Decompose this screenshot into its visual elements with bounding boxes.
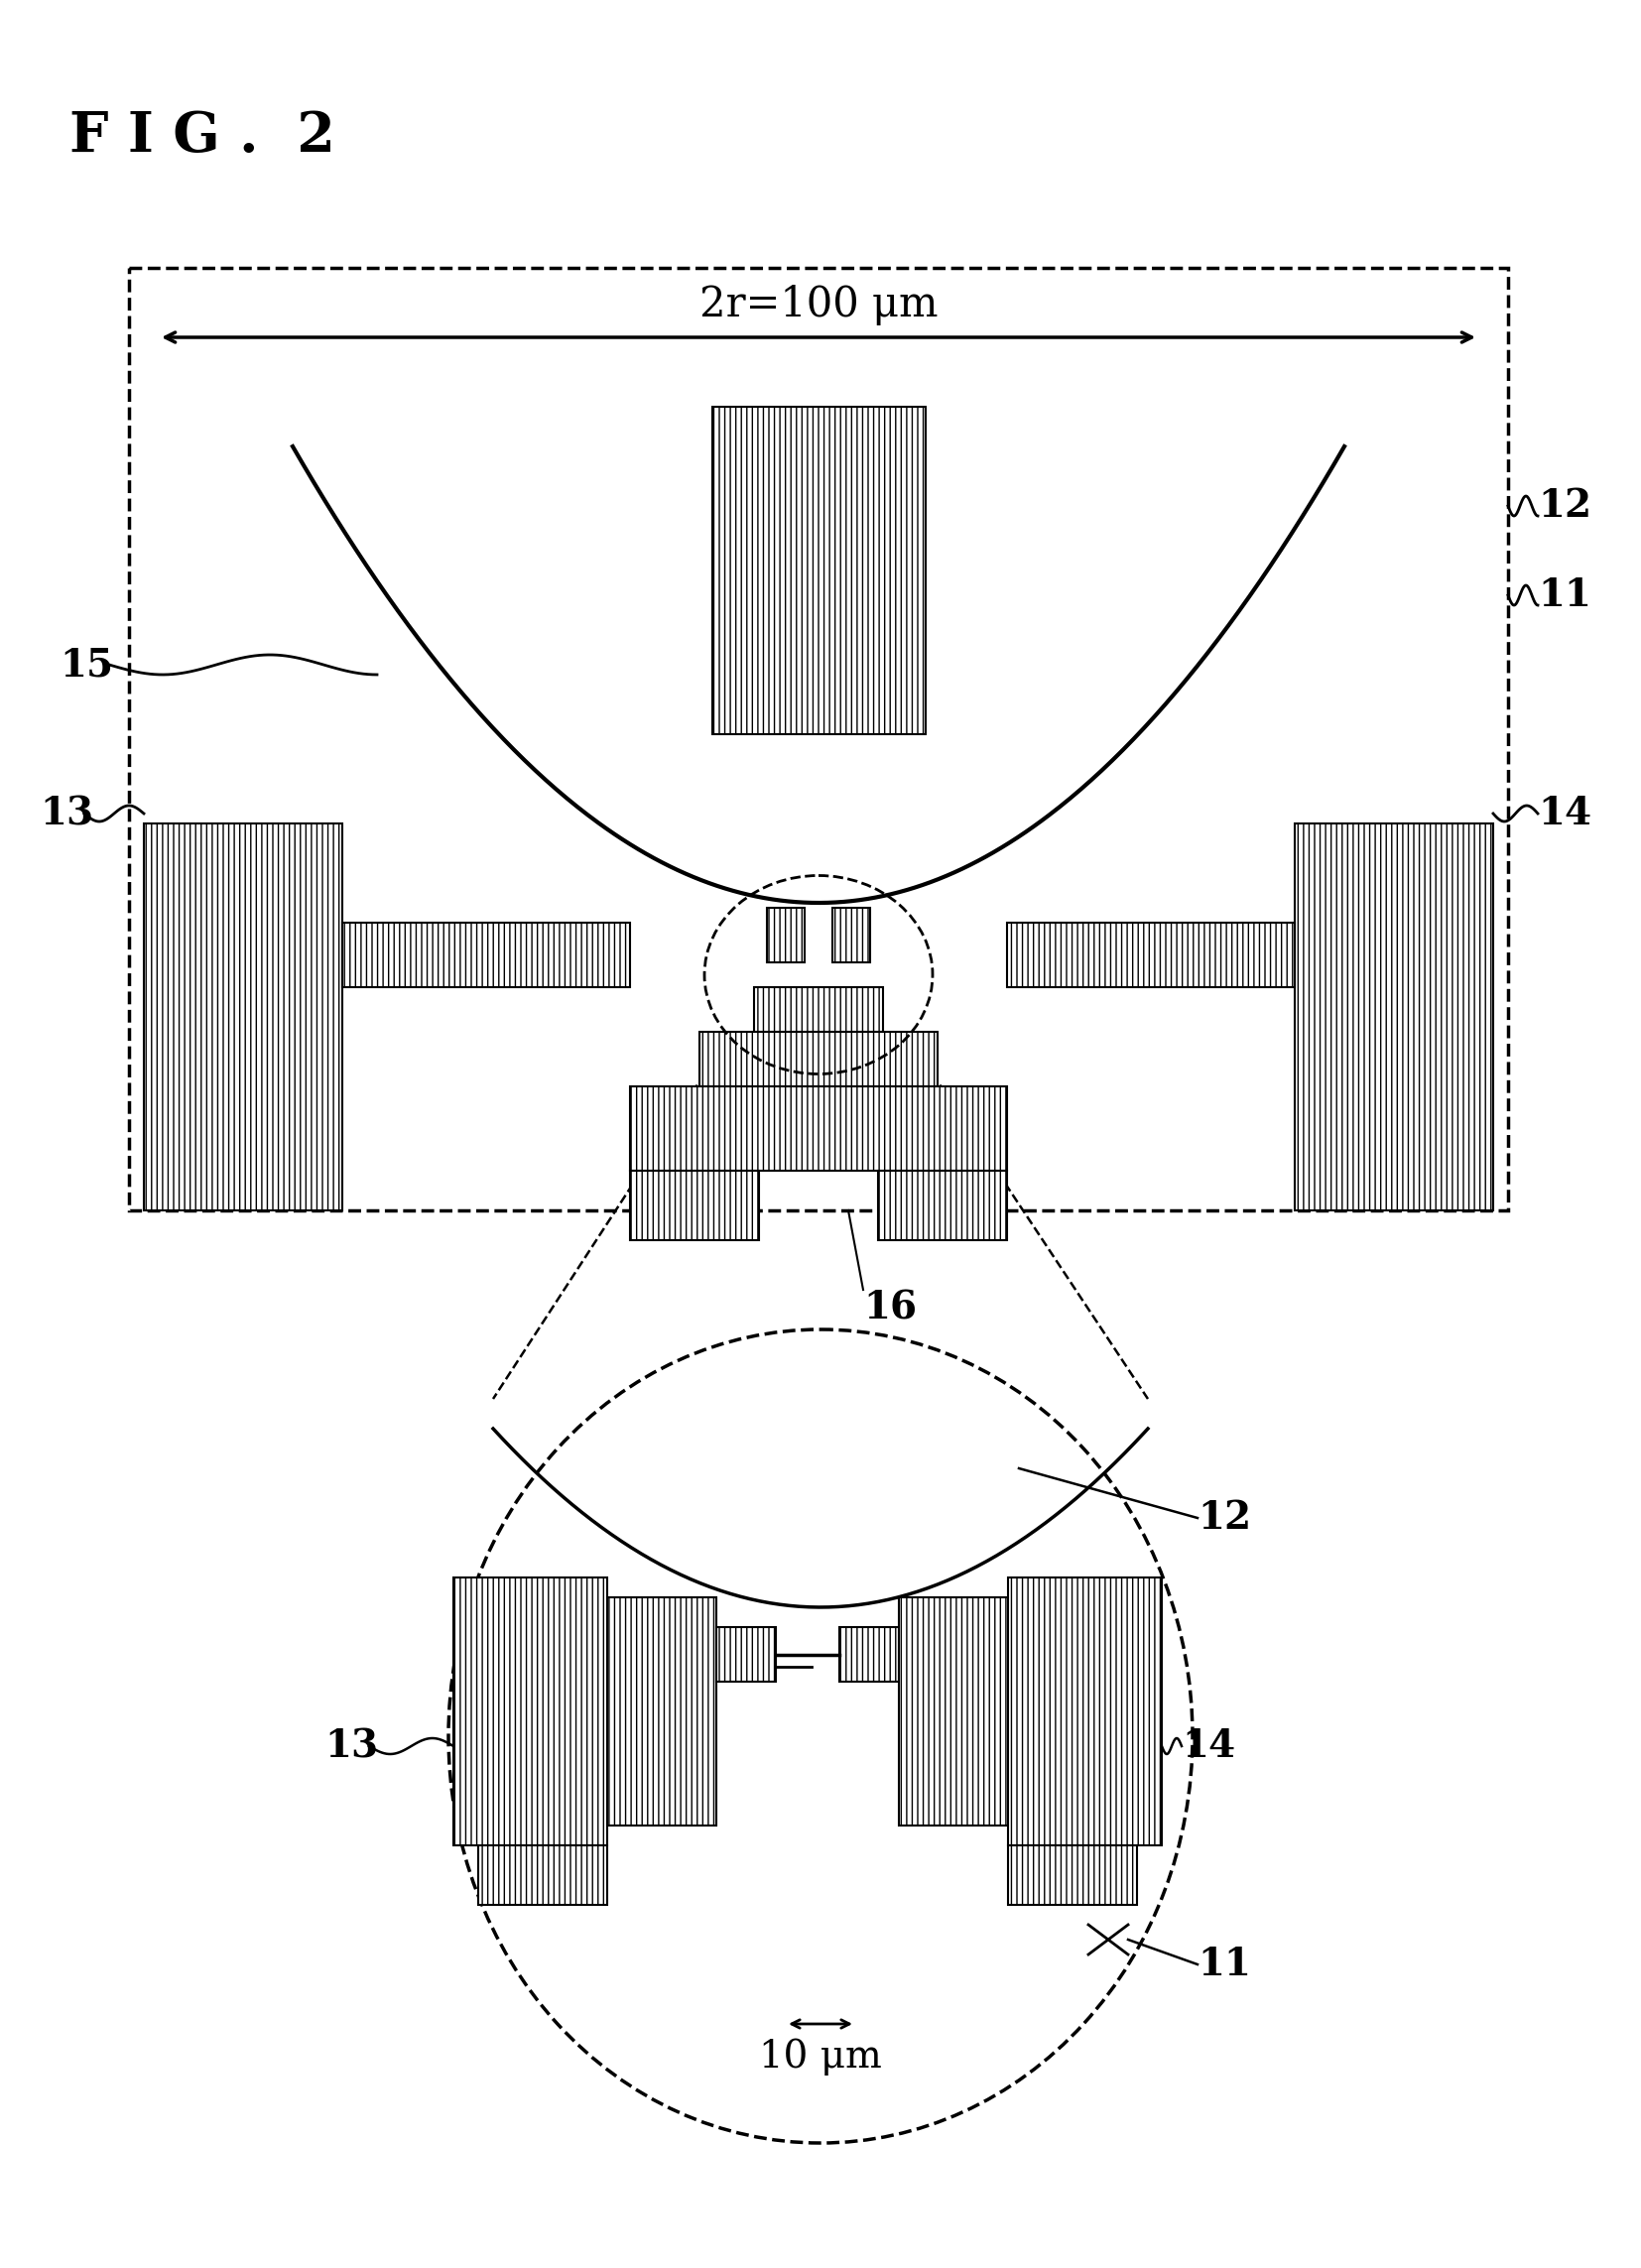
Text: F I G .  2: F I G . 2 — [69, 109, 335, 163]
Text: 10 μm: 10 μm — [760, 2039, 881, 2075]
Bar — [478, 1846, 607, 1905]
Bar — [607, 1597, 717, 1826]
Bar — [630, 1170, 760, 1241]
Bar — [899, 1597, 1008, 1826]
Bar — [1008, 1846, 1137, 1905]
Text: 16: 16 — [863, 1290, 917, 1327]
Bar — [839, 1626, 899, 1681]
Text: 11: 11 — [1198, 1946, 1250, 1982]
Bar — [712, 406, 926, 735]
Text: 12: 12 — [1538, 488, 1592, 524]
Bar — [343, 923, 630, 987]
Bar — [717, 1626, 776, 1681]
Bar — [753, 987, 883, 1032]
Text: 12: 12 — [1198, 1499, 1250, 1538]
Bar — [453, 1579, 607, 1846]
Bar — [766, 907, 804, 962]
Text: 2r=100 μm: 2r=100 μm — [699, 284, 937, 324]
Ellipse shape — [448, 1329, 1193, 2143]
Text: 14: 14 — [1538, 794, 1592, 832]
Bar — [1008, 923, 1295, 987]
Bar — [144, 823, 343, 1211]
Text: 14: 14 — [1182, 1728, 1236, 1765]
Text: 13: 13 — [325, 1728, 377, 1765]
Text: 15: 15 — [59, 646, 113, 683]
Bar — [878, 1170, 1008, 1241]
Bar — [630, 1086, 1008, 1170]
Bar — [699, 1032, 937, 1086]
Bar — [832, 907, 870, 962]
Text: 11: 11 — [1538, 576, 1592, 615]
Text: 13: 13 — [39, 794, 94, 832]
Bar — [1295, 823, 1493, 1211]
Bar — [130, 268, 1508, 1211]
Bar — [1008, 1579, 1162, 1846]
